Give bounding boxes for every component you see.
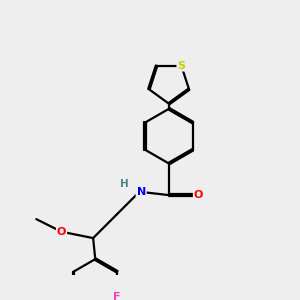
Text: F: F <box>113 292 121 300</box>
Text: O: O <box>194 190 203 200</box>
Text: O: O <box>57 227 66 237</box>
Text: S: S <box>177 61 185 70</box>
Text: H: H <box>120 179 129 189</box>
Text: N: N <box>136 187 146 197</box>
